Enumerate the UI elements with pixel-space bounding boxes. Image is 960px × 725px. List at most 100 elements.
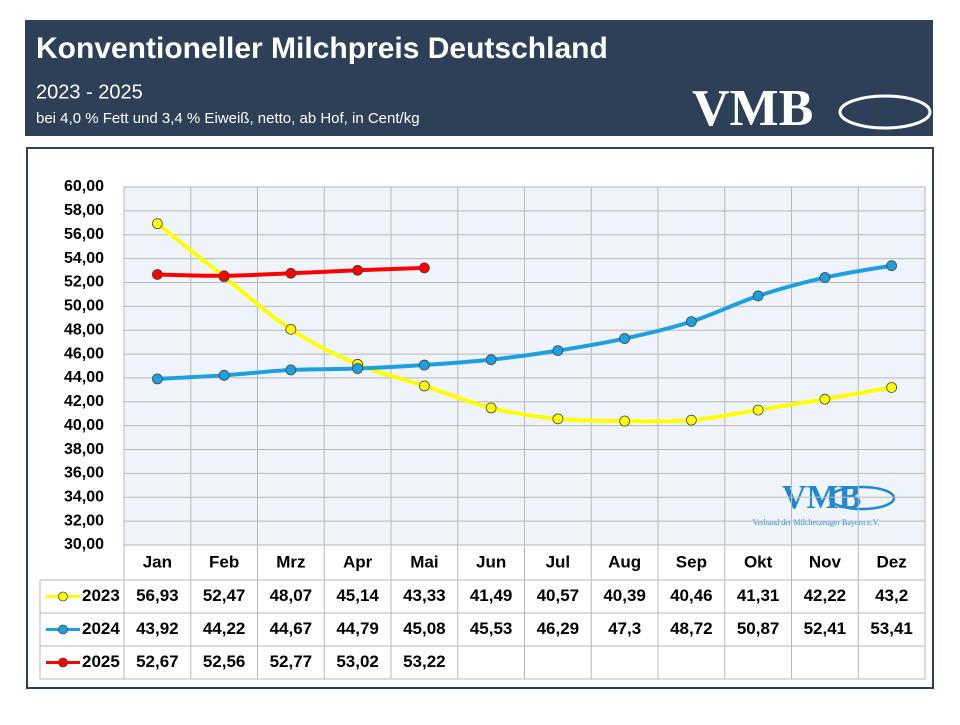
y-tick-label: 46,00 bbox=[64, 345, 104, 362]
table-value: 40,39 bbox=[603, 586, 646, 605]
x-tick-label: Nov bbox=[809, 552, 842, 571]
y-tick-label: 58,00 bbox=[64, 202, 104, 219]
table-value: 52,41 bbox=[804, 619, 847, 638]
table-value: 45,53 bbox=[470, 619, 513, 638]
y-tick-label: 42,00 bbox=[64, 393, 104, 410]
point bbox=[352, 363, 364, 374]
watermark-caption: Verband der Milcherzeuger Bayern e.V. bbox=[753, 518, 880, 527]
watermark-swirl bbox=[828, 485, 896, 511]
table-value: 45,14 bbox=[336, 586, 379, 605]
table-value: 40,57 bbox=[537, 586, 580, 605]
x-tick-label: Mai bbox=[410, 552, 438, 571]
table-value: 44,22 bbox=[203, 619, 246, 638]
point bbox=[285, 267, 297, 279]
point bbox=[685, 316, 697, 328]
table-value: 44,67 bbox=[270, 619, 313, 638]
point bbox=[552, 413, 564, 425]
x-tick-label: Aug bbox=[608, 552, 641, 571]
point bbox=[151, 218, 163, 230]
table-value: 53,02 bbox=[336, 652, 379, 671]
point bbox=[285, 323, 297, 335]
point bbox=[819, 393, 831, 405]
table-value: 44,79 bbox=[336, 619, 379, 638]
legend-label: 2025 bbox=[82, 652, 120, 671]
table-value: 48,07 bbox=[270, 586, 313, 605]
y-tick-label: 56,00 bbox=[64, 226, 104, 243]
chart-title: Konventioneller Milchpreis Deutschland bbox=[36, 32, 608, 65]
y-tick-label: 40,00 bbox=[64, 417, 104, 434]
x-tick-label: Sep bbox=[676, 552, 707, 571]
point bbox=[619, 415, 631, 427]
subtitle: 2023 - 2025 bbox=[36, 81, 143, 103]
point bbox=[218, 369, 230, 381]
table-value: 43,2 bbox=[875, 586, 908, 605]
y-tick-label: 36,00 bbox=[64, 465, 104, 482]
x-tick-label: Jun bbox=[476, 552, 506, 571]
legend-marker bbox=[58, 624, 68, 635]
table-value: 53,41 bbox=[870, 619, 913, 638]
y-tick-label: 52,00 bbox=[64, 274, 104, 291]
table-value: 52,67 bbox=[136, 652, 179, 671]
header bbox=[25, 20, 933, 136]
table-value: 41,49 bbox=[470, 586, 513, 605]
point bbox=[418, 262, 430, 274]
logo: VMB bbox=[692, 80, 813, 137]
table-value: 56,93 bbox=[136, 586, 179, 605]
legend-marker bbox=[58, 657, 68, 668]
point bbox=[418, 359, 430, 371]
point bbox=[552, 345, 564, 357]
point bbox=[619, 333, 631, 344]
table-value: 45,08 bbox=[403, 619, 446, 638]
point bbox=[418, 380, 430, 392]
table-value: 43,92 bbox=[136, 619, 179, 638]
plot-border bbox=[123, 186, 926, 546]
series-line bbox=[157, 263, 892, 381]
table-value: 53,22 bbox=[403, 652, 446, 671]
y-tick-label: 34,00 bbox=[64, 488, 104, 505]
legend-marker bbox=[58, 591, 68, 602]
table-value: 50,87 bbox=[737, 619, 780, 638]
y-tick-label: 48,00 bbox=[64, 321, 104, 338]
point bbox=[218, 270, 230, 282]
point bbox=[485, 402, 497, 414]
table-value: 52,47 bbox=[203, 586, 246, 605]
table-value: 41,31 bbox=[737, 586, 780, 605]
y-tick-label: 60,00 bbox=[64, 178, 104, 195]
table-value: 46,29 bbox=[537, 619, 580, 638]
table-value: 43,33 bbox=[403, 586, 446, 605]
table-value: 52,77 bbox=[270, 652, 313, 671]
y-tick-label: 32,00 bbox=[64, 512, 104, 529]
x-tick-label: Okt bbox=[744, 552, 773, 571]
x-tick-label: Jan bbox=[143, 552, 172, 571]
point bbox=[352, 264, 364, 276]
x-tick-label: Feb bbox=[209, 552, 239, 571]
point bbox=[151, 269, 163, 280]
note: bei 4,0 % Fett und 3,4 % Eiweiß, netto, … bbox=[36, 110, 420, 127]
y-tick-label: 54,00 bbox=[64, 250, 104, 267]
x-tick-label: Apr bbox=[343, 552, 373, 571]
table-value: 48,72 bbox=[670, 619, 713, 638]
point bbox=[886, 382, 898, 393]
table-value: 47,3 bbox=[608, 619, 641, 638]
point bbox=[285, 364, 297, 376]
legend-label: 2024 bbox=[82, 619, 120, 638]
point bbox=[151, 373, 163, 385]
x-tick-label: Jul bbox=[546, 552, 571, 571]
legend-label: 2023 bbox=[82, 586, 120, 605]
table-value: 52,56 bbox=[203, 652, 246, 671]
point bbox=[485, 354, 497, 366]
y-tick-label: 50,00 bbox=[64, 298, 104, 315]
x-tick-label: Dez bbox=[877, 552, 907, 571]
table-value: 40,46 bbox=[670, 586, 713, 605]
point bbox=[685, 414, 697, 426]
y-tick-label: 44,00 bbox=[64, 369, 104, 386]
logo-swirl bbox=[838, 94, 932, 130]
point bbox=[819, 272, 831, 283]
point bbox=[886, 260, 898, 272]
point bbox=[752, 290, 764, 302]
point bbox=[752, 404, 764, 416]
y-tick-label: 30,00 bbox=[64, 536, 104, 553]
x-tick-label: Mrz bbox=[276, 552, 305, 571]
table-value: 42,22 bbox=[804, 586, 847, 605]
